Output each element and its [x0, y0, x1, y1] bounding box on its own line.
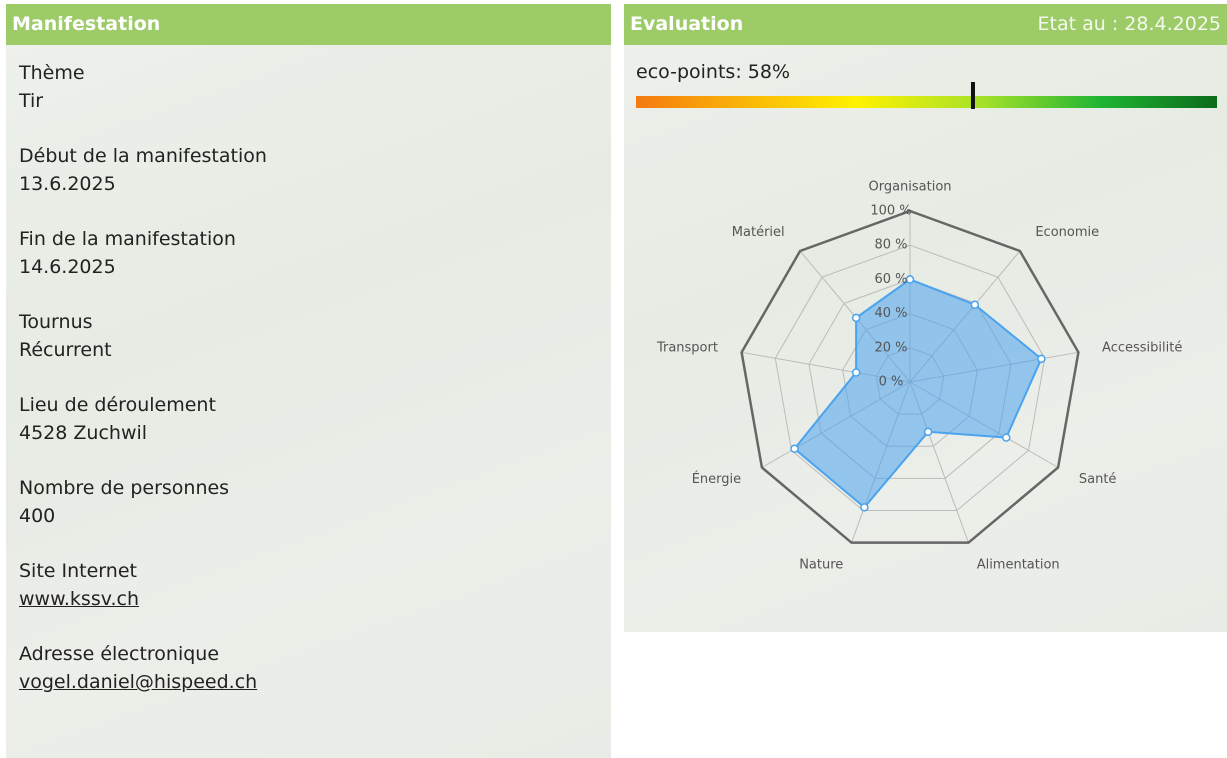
- point: [1003, 434, 1010, 441]
- point: [853, 314, 860, 321]
- category-label: Alimentation: [977, 558, 1060, 573]
- point: [907, 276, 914, 283]
- category-label: Economie: [1035, 225, 1099, 240]
- point: [861, 504, 868, 511]
- point: [971, 301, 978, 308]
- page: Manifestation ThèmeTirDébut de la manife…: [0, 0, 1227, 758]
- point: [1038, 355, 1045, 362]
- tick-label: 100 %: [870, 204, 911, 219]
- eco-marker: [971, 82, 975, 109]
- point: [791, 445, 798, 452]
- tick-label: 40 %: [874, 306, 907, 321]
- category-label: Transport: [656, 341, 718, 356]
- category-label: Organisation: [868, 180, 951, 195]
- tick-label: 0 %: [879, 375, 904, 390]
- category-label: Santé: [1079, 472, 1117, 487]
- category-label: Accessibilité: [1102, 341, 1182, 356]
- point: [853, 369, 860, 376]
- chart: 0 % 20 % 40 % 60 % 80 % 100 % Organisation Econ…: [0, 0, 1227, 758]
- point: [925, 428, 932, 435]
- category-label: Nature: [799, 558, 843, 573]
- area: [794, 279, 1041, 507]
- category-label: Énergie: [692, 471, 741, 487]
- tick-label: 60 %: [874, 272, 907, 287]
- tick-label: 20 %: [874, 340, 907, 355]
- eco-scale: [636, 96, 1217, 108]
- tick-label: 80 %: [874, 238, 907, 253]
- category-label: Matériel: [732, 225, 785, 240]
